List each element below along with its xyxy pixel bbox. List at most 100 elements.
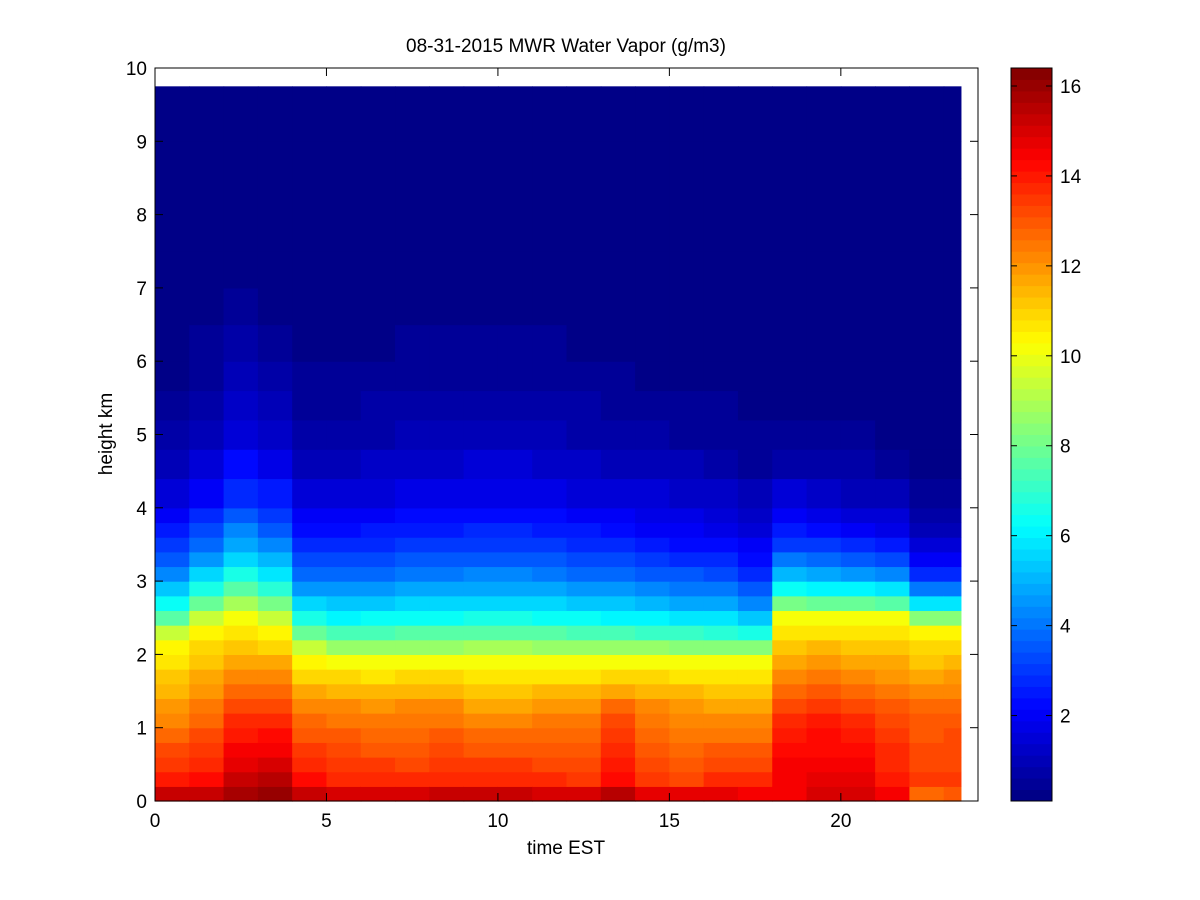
heatmap-cell xyxy=(840,625,876,641)
heatmap-cell xyxy=(189,654,225,670)
heatmap-cell xyxy=(497,713,533,729)
heatmap-cell xyxy=(772,610,808,626)
heatmap-cell xyxy=(806,86,842,142)
heatmap-cell xyxy=(669,287,705,326)
heatmap-cell xyxy=(257,551,293,568)
heatmap-cell xyxy=(909,390,945,421)
heatmap-cell xyxy=(223,771,259,787)
heatmap-cell xyxy=(497,757,533,773)
heatmap-cell xyxy=(875,713,911,729)
heatmap-cell xyxy=(600,419,636,450)
heatmap-cell xyxy=(772,727,808,743)
heatmap-cell xyxy=(463,698,499,714)
heatmap-cell xyxy=(703,390,739,421)
heatmap-cell xyxy=(669,639,705,655)
heatmap-cell xyxy=(772,390,808,421)
heatmap-cell xyxy=(326,581,362,597)
colorbar-band xyxy=(1011,445,1052,458)
heatmap-cell xyxy=(155,141,190,179)
heatmap-cell xyxy=(155,478,190,509)
colorbar-band xyxy=(1011,503,1052,516)
heatmap-cell xyxy=(155,214,190,252)
heatmap-cell xyxy=(360,287,396,326)
colorbar-band xyxy=(1011,423,1052,435)
heatmap-cell xyxy=(840,287,876,326)
heatmap-cell xyxy=(635,361,670,392)
heatmap-cell xyxy=(223,566,259,582)
heatmap-cell xyxy=(395,522,430,538)
heatmap-cell xyxy=(429,86,465,142)
heatmap-cell xyxy=(292,449,328,480)
heatmap-cell xyxy=(463,86,499,142)
heatmap-cell xyxy=(257,287,293,326)
heatmap-cell xyxy=(463,669,499,685)
heatmap-cell xyxy=(497,390,533,421)
heatmap-cell xyxy=(669,610,705,626)
heatmap-cell xyxy=(395,771,430,787)
colorbar-band xyxy=(1011,732,1052,745)
heatmap-cell xyxy=(189,771,225,787)
y-tick-label: 0 xyxy=(136,792,147,813)
heatmap-cell xyxy=(737,287,773,326)
heatmap-cell xyxy=(600,324,636,362)
heatmap-cell xyxy=(600,449,636,480)
heatmap-cell xyxy=(840,141,876,179)
colorbar-band xyxy=(1011,136,1052,149)
heatmap-cell xyxy=(806,537,842,553)
heatmap-cell xyxy=(943,324,962,362)
heatmap-cell xyxy=(292,669,328,685)
heatmap-cell xyxy=(395,537,430,553)
heatmap-cell xyxy=(395,478,430,509)
heatmap-cell xyxy=(875,478,911,509)
heatmap-cell xyxy=(806,757,842,773)
heatmap-cell xyxy=(429,742,465,758)
x-tick-label: 10 xyxy=(487,811,508,832)
heatmap-cell xyxy=(497,537,533,553)
heatmap-cell xyxy=(669,566,705,582)
heatmap-cell xyxy=(532,419,568,450)
heatmap-cell xyxy=(429,566,465,582)
heatmap-cell xyxy=(909,610,945,626)
heatmap-cell xyxy=(909,507,945,524)
heatmap-cell xyxy=(566,449,602,480)
heatmap-cell xyxy=(635,581,670,597)
heatmap-cell xyxy=(292,713,328,729)
heatmap-cell xyxy=(497,566,533,582)
heatmap-cell xyxy=(875,727,911,743)
colorbar-band xyxy=(1011,216,1052,229)
heatmap-cell xyxy=(326,324,362,362)
colorbar-band xyxy=(1011,113,1052,126)
heatmap-cell xyxy=(566,654,602,670)
heatmap-cell xyxy=(497,86,533,142)
colorbar-band xyxy=(1011,182,1052,195)
heatmap-cell xyxy=(943,786,962,802)
heatmap-cell xyxy=(326,390,362,421)
heatmap-cell xyxy=(600,522,636,538)
heatmap-cell xyxy=(943,742,962,758)
colorbar-band xyxy=(1011,354,1052,367)
heatmap-cell xyxy=(257,654,293,670)
heatmap-cell xyxy=(257,639,293,655)
heatmap-cell xyxy=(635,698,670,714)
heatmap-cell xyxy=(669,551,705,568)
heatmap-cell xyxy=(772,595,808,612)
heatmap-cell xyxy=(669,361,705,392)
heatmap-cell xyxy=(463,419,499,450)
heatmap-cell xyxy=(909,141,945,179)
heatmap-cell xyxy=(155,361,190,392)
heatmap-cell xyxy=(429,478,465,509)
heatmap-cell xyxy=(840,698,876,714)
heatmap-cell xyxy=(395,449,430,480)
heatmap-cell xyxy=(155,551,190,568)
colorbar-tick-label: 8 xyxy=(1060,437,1071,458)
heatmap-cell xyxy=(257,324,293,362)
heatmap-cell xyxy=(772,361,808,392)
heatmap-cell xyxy=(943,177,962,216)
heatmap-cell xyxy=(875,86,911,142)
heatmap-cell xyxy=(875,449,911,480)
y-tick-label: 2 xyxy=(136,645,147,666)
heatmap-cell xyxy=(909,771,945,787)
heatmap-cell xyxy=(189,757,225,773)
heatmap-cell xyxy=(943,390,962,421)
